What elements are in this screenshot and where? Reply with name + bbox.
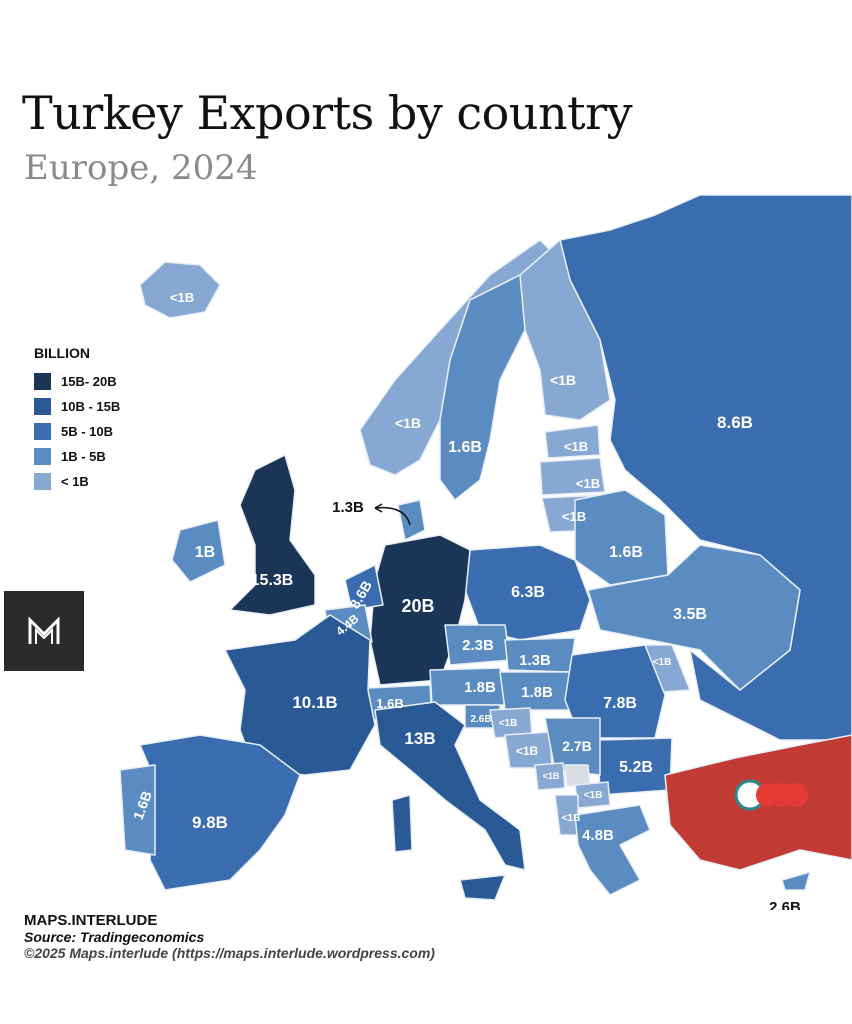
label-slovakia: 1.3B <box>519 652 551 669</box>
country-italy <box>374 701 526 871</box>
logo-m-icon <box>28 616 60 644</box>
legend-swatch <box>34 473 51 490</box>
label-bulgaria: 5.2B <box>619 759 653 776</box>
legend: BILLION 15B- 20B 10B - 15B 5B - 10B 1B -… <box>34 345 120 494</box>
label-italy: 13B <box>404 729 435 748</box>
label-poland: 6.3B <box>511 584 545 601</box>
label-bosnia: <1B <box>516 744 539 758</box>
legend-item: < 1B <box>34 469 120 494</box>
legend-swatch <box>34 423 51 440</box>
label-switzerland: 1.6B <box>376 696 403 711</box>
country-sweden <box>439 274 531 501</box>
legend-swatch <box>34 373 51 390</box>
country-france <box>224 614 376 776</box>
country-netherlands <box>344 564 384 611</box>
label-greece: 4.8B <box>582 827 614 844</box>
label-france: 10.1B <box>292 693 337 712</box>
legend-item: 5B - 10B <box>34 419 120 444</box>
country-latvia <box>539 457 606 496</box>
island-sicily <box>459 874 506 901</box>
label-uk: 15.3B <box>251 572 294 589</box>
turkey-flag-icon <box>734 779 808 811</box>
country-finland <box>519 239 611 421</box>
footer-brand: MAPS.INTERLUDE <box>24 912 158 929</box>
label-cyprus: 2.6B <box>769 899 801 910</box>
label-latvia: <1B <box>576 476 600 491</box>
footer: MAPS.INTERLUDE Source: Tradingeconomics … <box>24 912 435 961</box>
country-belarus <box>574 489 669 586</box>
country-uk <box>229 454 316 616</box>
label-croatia: <1B <box>499 718 518 729</box>
europe-map: <1B <1B 1.6B <1B 8.6B <1B <1B <1B 1.3B 1… <box>119 194 852 910</box>
legend-label: 10B - 15B <box>61 399 121 414</box>
legend-label: < 1B <box>61 474 89 489</box>
label-moldova: <1B <box>653 657 672 668</box>
country-germany <box>369 534 471 686</box>
legend-swatch <box>34 448 51 465</box>
label-belarus: 1.6B <box>609 544 643 561</box>
label-hungary: 1.8B <box>521 684 553 701</box>
footer-source: Source: Tradingeconomics <box>24 929 205 945</box>
legend-item: 1B - 5B <box>34 444 120 469</box>
label-north-macedonia: <1B <box>584 790 603 801</box>
map-subtitle: Europe, 2024 <box>24 148 258 188</box>
legend-label: 5B - 10B <box>61 424 114 439</box>
country-greece <box>574 804 651 896</box>
maps-interlude-logo <box>4 591 84 671</box>
legend-label: 15B- 20B <box>61 374 117 389</box>
label-ukraine: 3.5B <box>673 606 707 623</box>
label-iceland: <1B <box>170 290 194 305</box>
label-austria: 1.8B <box>464 679 496 696</box>
label-finland: <1B <box>550 372 576 388</box>
country-kosovo <box>564 764 591 787</box>
country-serbia <box>544 717 601 776</box>
label-montenegro: <1B <box>543 771 560 781</box>
label-kosovo: <1B <box>562 813 581 824</box>
label-russia: 8.6B <box>717 413 753 432</box>
label-sweden: 1.6B <box>448 439 482 456</box>
label-spain: 9.8B <box>192 813 228 832</box>
denmark-callout-arrow <box>374 506 411 526</box>
label-romania: 7.8B <box>603 695 637 712</box>
country-cyprus <box>781 871 811 891</box>
label-ireland: 1B <box>195 544 215 561</box>
label-serbia: 2.7B <box>562 738 592 754</box>
country-ireland <box>171 519 226 583</box>
country-montenegro <box>534 762 566 791</box>
country-portugal <box>119 764 156 856</box>
label-denmark: 1.3B <box>332 499 364 516</box>
island-sardinia <box>391 794 413 853</box>
legend-title: BILLION <box>34 345 90 361</box>
country-denmark <box>397 499 426 541</box>
country-iceland <box>139 261 221 319</box>
label-norway: <1B <box>395 415 421 431</box>
legend-label: 1B - 5B <box>61 449 106 464</box>
label-czechia: 2.3B <box>462 637 494 654</box>
country-poland <box>464 544 591 641</box>
label-germany: 20B <box>401 596 434 616</box>
country-estonia <box>544 424 601 459</box>
legend-item: 10B - 15B <box>34 394 120 419</box>
country-ukraine <box>587 544 801 691</box>
legend-item: 15B- 20B <box>34 369 120 394</box>
map-title: Turkey Exports by country <box>22 86 633 140</box>
label-slovenia: 2.6B <box>470 714 491 725</box>
legend-swatch <box>34 398 51 415</box>
footer-copyright: ©2025 Maps.interlude (https://maps.inter… <box>24 945 435 961</box>
label-estonia: <1B <box>564 439 588 454</box>
label-lithuania: <1B <box>562 509 586 524</box>
